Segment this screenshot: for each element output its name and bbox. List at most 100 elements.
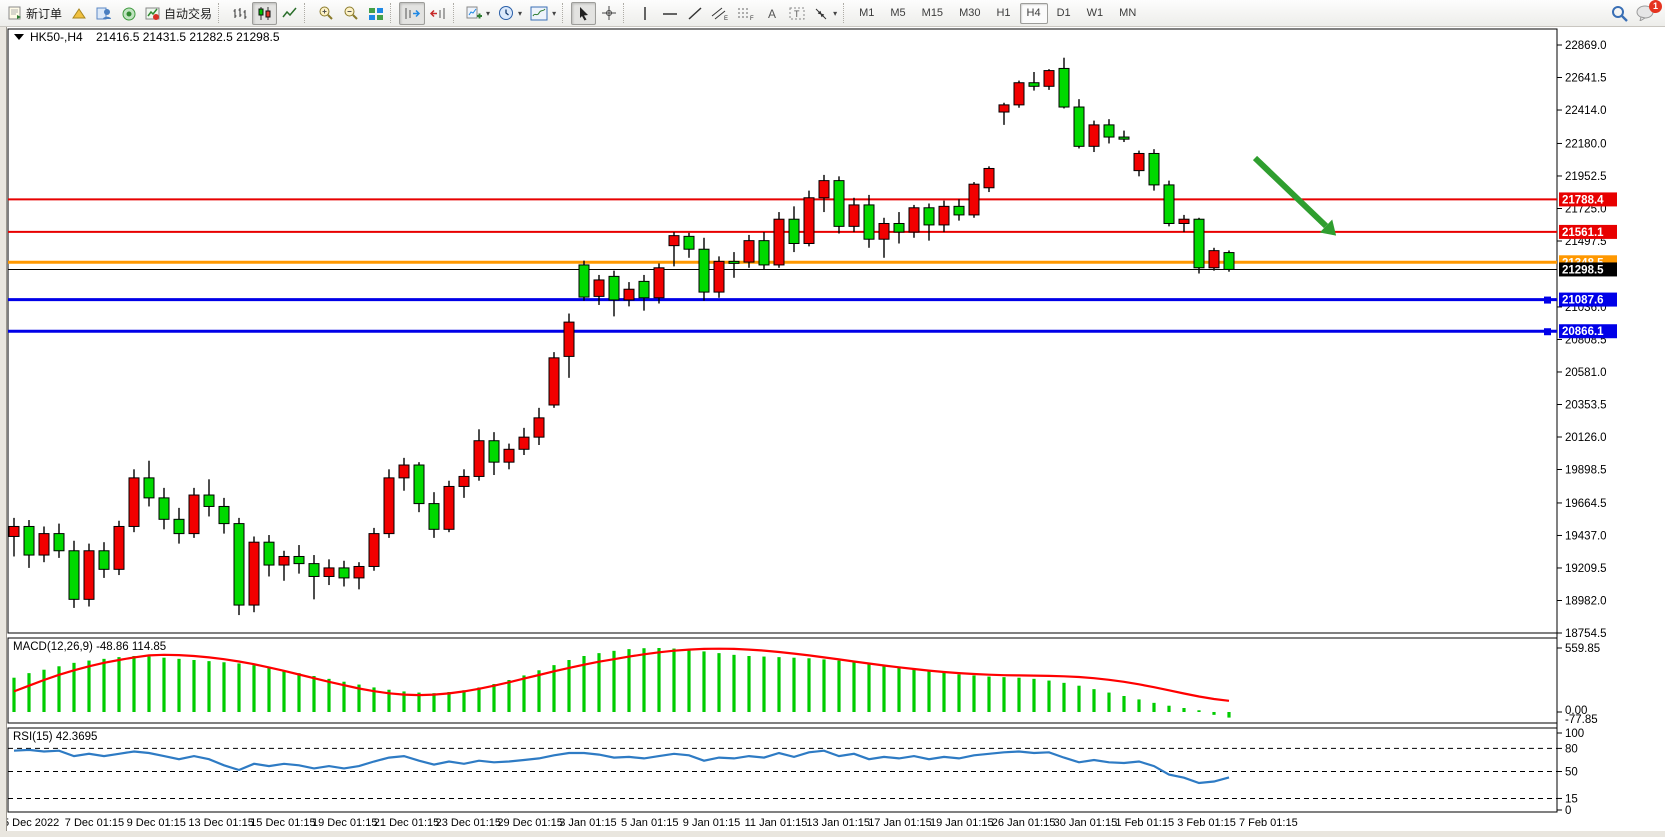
svg-text:9 Dec 01:15: 9 Dec 01:15 [127,817,186,829]
fibonacci-icon: F [738,8,754,21]
timeframe-m1[interactable]: M1 [859,7,875,19]
timeframe-m5[interactable]: M5 [890,7,906,19]
dropdown-arrow-icon: ▾ [552,8,557,18]
rsi-label: RSI(15) 42.3695 [13,731,97,743]
price-badge [1559,262,1617,277]
vertical-line-button[interactable] [632,2,657,25]
dropdown-arrow-icon: ▾ [518,8,523,18]
svg-text:7 Feb 01:15: 7 Feb 01:15 [1239,817,1298,829]
svg-text:29 Dec 01:15: 29 Dec 01:15 [497,817,562,829]
chart-title-collapse-icon[interactable] [14,34,24,40]
navigator-icon [96,7,111,19]
dropdown-arrow-icon: ▾ [833,8,838,18]
svg-text:21087.6: 21087.6 [1562,295,1604,307]
svg-text:F: F [750,16,754,21]
svg-text:22641.5: 22641.5 [1565,73,1607,85]
tile-windows-button[interactable] [363,2,388,25]
time-axis: 5 Dec 2022 7 Dec 01:15 9 Dec 01:15 13 Dec 0… [3,817,1298,829]
svg-text:19 Jan 01:15: 19 Jan 01:15 [930,817,994,829]
toolbar-separator [390,3,397,23]
svg-text:3 Feb 01:15: 3 Feb 01:15 [1177,817,1236,829]
auto-trading-button[interactable]: 自动交易 [141,2,216,25]
toolbar-separator [304,3,311,23]
svg-text:1 Feb 01:15: 1 Feb 01:15 [1115,817,1174,829]
svg-text:21952.5: 21952.5 [1565,171,1607,183]
svg-text:21298.5: 21298.5 [1562,264,1604,276]
chart-shift-icon [429,7,445,19]
signals-button[interactable] [116,2,141,25]
zoom-out-button[interactable] [338,2,363,25]
new-order-icon [8,6,21,20]
svg-text:15 Dec 01:15: 15 Dec 01:15 [250,817,315,829]
timeframe-mn[interactable]: MN [1119,7,1137,19]
crosshair-button[interactable] [596,2,621,25]
svg-text:21725.0: 21725.0 [1565,203,1607,215]
candlestick-chart-button[interactable] [252,1,278,25]
equidistant-channel-button[interactable]: E [707,2,733,25]
macd-label: MACD(12,26,9) -48.86 114.85 [13,641,166,653]
svg-text:21416.5 21431.5 21282.5 21298.: 21416.5 21431.5 21282.5 21298.5 [96,30,280,44]
trend-arrow-annotation[interactable] [1252,155,1337,236]
svg-text:9 Jan 01:15: 9 Jan 01:15 [683,817,741,829]
arrows-button[interactable]: ▾ [809,2,841,25]
svg-text:80: 80 [1565,743,1578,755]
price-badge [1559,192,1617,207]
price-badge [1559,324,1617,339]
notification-badge: 1 [1649,0,1662,13]
svg-text:22869.0: 22869.0 [1565,40,1607,52]
svg-text:A: A [768,7,776,21]
horizontal-line-button[interactable] [657,2,682,25]
text-label-icon: T [789,7,805,19]
candlestick-chart-icon [258,6,271,20]
window-bottom-border [0,831,1665,837]
trendline-button[interactable] [682,2,707,25]
svg-text:19437.0: 19437.0 [1565,530,1607,542]
svg-text:0.00: 0.00 [1565,705,1587,717]
svg-text:20126.0: 20126.0 [1565,432,1607,444]
price-badge [1559,224,1617,239]
bar-chart-button[interactable] [227,2,252,25]
chart-shift-button[interactable] [425,2,451,25]
auto-scroll-button[interactable] [399,1,426,25]
signals-icon [122,7,136,20]
templates-button[interactable]: ▾ [526,2,560,25]
timeframe-d1[interactable]: D1 [1056,7,1071,19]
auto-scroll-icon [405,7,421,19]
line-handle [1544,328,1551,336]
text-label-button[interactable]: T [784,2,809,25]
notifications-button[interactable]: 1 [1636,0,1662,21]
zoom-out-icon [344,6,358,20]
svg-text:13 Jan 01:15: 13 Jan 01:15 [806,817,870,829]
svg-text:5 Dec 2022: 5 Dec 2022 [3,817,59,829]
macd-signal-line [13,647,1230,702]
indicators-button[interactable]: ▾ [462,2,494,25]
fibonacci-button[interactable]: F [733,2,759,25]
toolbar-separator [623,3,630,23]
timeframe-h4[interactable]: H4 [1019,2,1048,24]
svg-text:5 Jan 01:15: 5 Jan 01:15 [621,817,679,829]
svg-text:3 Jan 01:15: 3 Jan 01:15 [559,817,617,829]
search-icon[interactable] [1611,5,1628,22]
timeframe-h1[interactable]: H1 [996,7,1011,19]
navigator-button[interactable] [91,2,116,25]
market-watch-button[interactable] [66,2,91,25]
timeframe-m30[interactable]: M30 [959,7,981,19]
line-handle [1544,296,1551,304]
svg-text:E: E [724,16,728,21]
zoom-in-button[interactable] [313,2,338,25]
new-order-button[interactable]: 新订单 [4,2,66,25]
svg-text:HK50-,H4: HK50-,H4 [30,30,83,44]
timeframe-m15[interactable]: M15 [921,7,944,19]
cursor-button[interactable] [571,1,597,25]
dropdown-arrow-icon: ▾ [486,8,491,18]
svg-text:20581.0: 20581.0 [1565,367,1607,379]
text-button[interactable]: A [759,2,784,25]
line-chart-button[interactable] [277,2,302,25]
timeframe-w1[interactable]: W1 [1086,7,1104,19]
new-order-label: 新订单 [26,6,63,21]
tile-windows-icon [368,7,383,20]
periods-button[interactable]: ▾ [494,2,526,25]
svg-text:18982.0: 18982.0 [1565,595,1607,607]
price-badge [1559,292,1617,307]
